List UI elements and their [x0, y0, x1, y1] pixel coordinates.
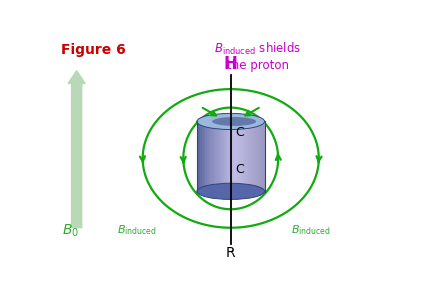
Bar	[200, 122, 202, 191]
Bar	[260, 122, 262, 191]
Text: C: C	[235, 126, 243, 139]
Bar	[234, 122, 236, 191]
Bar	[261, 122, 263, 191]
Bar	[239, 122, 241, 191]
Bar	[202, 122, 204, 191]
Bar	[238, 122, 239, 191]
Bar	[253, 122, 255, 191]
Text: H: H	[224, 55, 238, 73]
Bar	[243, 122, 245, 191]
Bar	[225, 122, 228, 191]
Bar	[198, 122, 201, 191]
Bar	[209, 122, 211, 191]
Bar	[231, 122, 233, 191]
Bar	[214, 122, 216, 191]
Bar	[197, 122, 199, 191]
Bar	[224, 122, 226, 191]
Bar	[212, 122, 214, 191]
Bar	[221, 122, 222, 191]
Text: $B_{\mathrm{induced}}$ shields: $B_{\mathrm{induced}}$ shields	[214, 40, 302, 57]
Bar	[222, 122, 224, 191]
Bar	[232, 122, 235, 191]
Text: $B_0$: $B_0$	[62, 223, 79, 239]
Text: the proton: the proton	[227, 59, 289, 72]
Bar	[207, 122, 209, 191]
Ellipse shape	[212, 117, 256, 126]
Bar	[227, 122, 229, 191]
FancyArrow shape	[68, 70, 85, 228]
Ellipse shape	[197, 183, 265, 200]
Bar	[248, 122, 250, 191]
Bar	[219, 122, 221, 191]
Bar	[244, 122, 246, 191]
Text: C: C	[235, 163, 243, 176]
Bar	[246, 122, 248, 191]
Text: $B_{\mathrm{induced}}$: $B_{\mathrm{induced}}$	[117, 223, 157, 237]
Bar	[204, 122, 206, 191]
Bar	[205, 122, 208, 191]
Text: R: R	[226, 246, 236, 260]
Bar	[215, 122, 218, 191]
Bar	[254, 122, 257, 191]
Ellipse shape	[197, 113, 265, 130]
Text: Figure 6: Figure 6	[61, 43, 126, 57]
Bar	[251, 122, 253, 191]
Bar	[250, 122, 251, 191]
Bar	[258, 122, 260, 191]
Bar	[236, 122, 238, 191]
Text: $B_{\mathrm{induced}}$: $B_{\mathrm{induced}}$	[291, 223, 331, 237]
Bar	[211, 122, 212, 191]
Bar	[217, 122, 219, 191]
Bar	[263, 122, 265, 191]
Bar	[256, 122, 258, 191]
Bar	[229, 122, 231, 191]
Bar	[241, 122, 243, 191]
